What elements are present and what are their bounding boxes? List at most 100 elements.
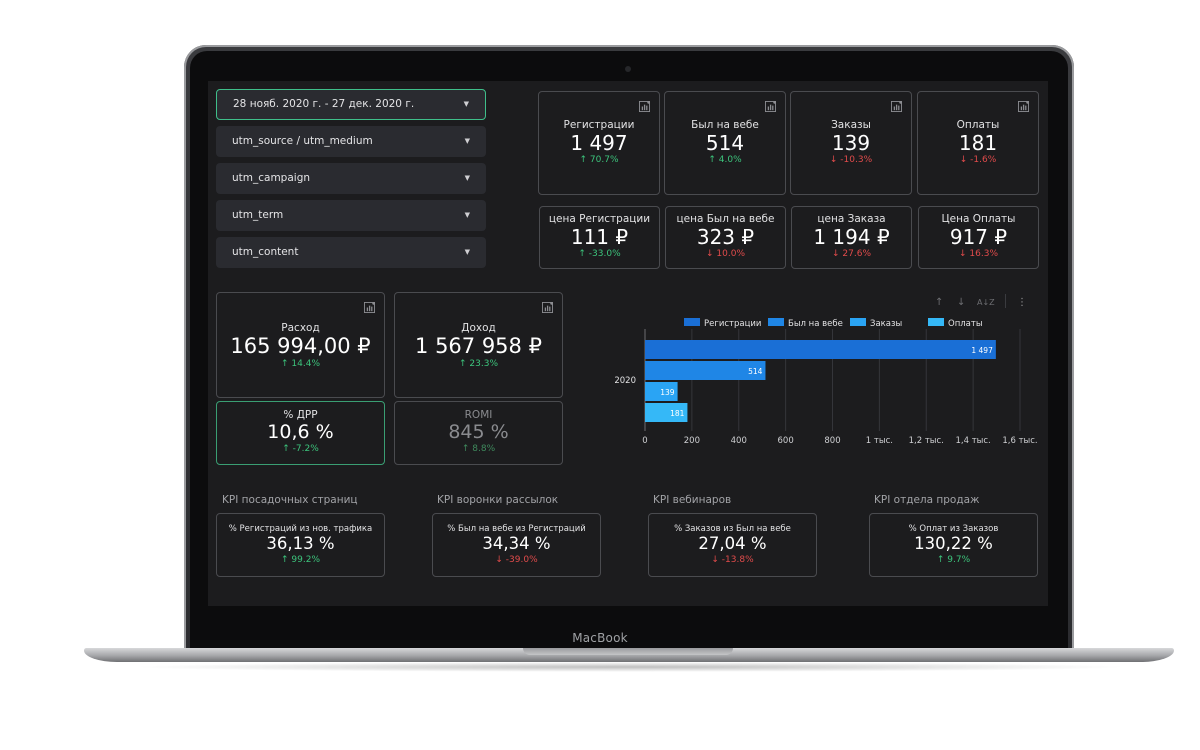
card-value: 27,04 % [698,534,767,553]
delta-value: 27.6% [842,249,871,259]
laptop-notch [523,648,733,655]
delta-value: -1.6% [970,155,997,165]
kpi-ratio-card: % Регистраций из нов. трафика 36,13 % ↑ 99… [216,513,385,577]
card-title: Был на вебе [691,119,759,131]
filter-label: utm_term [232,209,284,221]
more-options-icon[interactable]: ⋮ [1017,297,1027,308]
utm-filter-dropdown[interactable]: utm_term ▼ [216,200,486,231]
card-delta: ↑ 99.2% [217,555,384,565]
sort-ascending-icon[interactable]: ↑ [935,297,944,308]
card-delta: ↓ -1.6% [918,155,1038,165]
card-delta: ↑ 4.0% [665,155,785,165]
card-value: 36,13 % [266,534,335,553]
bar [645,361,766,380]
delta-value: 8.8% [472,444,496,454]
arrow-down-icon: ↓ [495,554,503,565]
chevron-down-icon: ▼ [464,211,470,219]
delta-value: 99.2% [291,554,320,565]
arrow-down-icon: ↓ [958,249,967,259]
arrow-up-icon: ↑ [461,444,470,454]
card-delta: ↓ -13.8% [649,555,816,565]
chart-settings-icon[interactable] [639,97,650,112]
card-delta: ↑ -7.2% [217,444,384,454]
card-delta: ↑ 70.7% [539,155,659,165]
kpi-group-heading: KPI отдела продаж [874,494,980,506]
legend-label: Был на вебе [788,319,843,329]
legend-label: Регистрации [704,319,761,329]
card-title: ROMI [464,409,493,421]
price-kpi-card: Цена Оплаты 917 ₽ ↓ 16.3% [918,206,1039,269]
utm-filter-dropdown[interactable]: utm_content ▼ [216,237,486,268]
finance-card: % ДРР 10,6 % ↑ -7.2% [216,401,385,465]
kpi-group-heading: KPI воронки рассылок [437,494,559,506]
card-value: 181 [958,131,998,155]
kpi-group-heading: KPI вебинаров [653,494,732,506]
x-tick-label: 1,2 тыс. [909,436,944,446]
chart-settings-icon[interactable] [364,298,375,313]
date-range-filter[interactable]: 28 нояб. 2020 г. - 27 дек. 2020 г. ▼ [216,89,486,120]
delta-value: 4.0% [718,155,742,165]
delta-value: 9.7% [947,554,971,565]
arrow-down-icon: ↓ [959,155,968,165]
card-title: Регистрации [563,119,635,131]
legend-swatch [928,318,944,326]
price-kpi-card: цена Регистрации 111 ₽ ↑ -33.0% [539,206,660,269]
card-value: 514 [705,131,745,155]
delta-value: -10.3% [840,155,873,165]
x-tick-label: 800 [824,436,840,446]
card-title: Оплаты [956,119,1000,131]
delta-value: -7.2% [292,444,319,454]
card-title: % Заказов из Был на вебе [674,524,791,534]
finance-card: Доход 1 567 958 ₽ ↑ 23.3% [394,292,563,398]
card-title: % Регистраций из нов. трафика [228,524,373,534]
kpi-card: Заказы 139 ↓ -10.3% [790,91,912,195]
kpi-card: Оплаты 181 ↓ -1.6% [917,91,1039,195]
x-tick-label: 200 [684,436,700,446]
card-value: 917 ₽ [949,225,1008,249]
kpi-group-heading: KPI посадочных страниц [222,494,358,506]
delta-value: 14.4% [291,359,320,369]
chevron-down-icon: ▼ [463,100,469,108]
x-tick-label: 1,4 тыс. [955,436,990,446]
card-title: Доход [461,322,496,334]
chart-settings-icon[interactable] [765,97,776,112]
filter-label: 28 нояб. 2020 г. - 27 дек. 2020 г. [233,98,415,110]
utm-filter-dropdown[interactable]: utm_campaign ▼ [216,163,486,194]
card-value: 1 567 958 ₽ [415,334,542,358]
x-tick-label: 1 тыс. [866,436,893,446]
x-tick-label: 600 [778,436,794,446]
delta-value: -13.8% [721,554,754,565]
filter-label: utm_content [232,246,299,258]
delta-value: -39.0% [505,554,538,565]
card-delta: ↑ 23.3% [395,359,562,369]
card-value: 34,34 % [482,534,551,553]
kpi-ratio-card: % Заказов из Был на вебе 27,04 % ↓ -13.8% [648,513,817,577]
bar-data-label: 514 [748,367,763,376]
delta-value: 10.0% [716,249,745,259]
chart-settings-icon[interactable] [891,97,902,112]
sort-descending-icon[interactable]: ↓ [957,297,966,308]
laptop-brand-label: MacBook [572,631,628,645]
legend-swatch [850,318,866,326]
chart-settings-icon[interactable] [1018,97,1029,112]
utm-filter-dropdown[interactable]: utm_source / utm_medium ▼ [216,126,486,157]
legend-swatch [768,318,784,326]
chevron-down-icon: ▼ [464,248,470,256]
bar-data-label: 1 497 [971,346,993,355]
card-value: 845 % [448,421,509,443]
arrow-up-icon: ↑ [280,359,289,369]
card-value: 323 ₽ [696,225,755,249]
bar-data-label: 139 [660,388,675,397]
card-delta: ↑ 9.7% [870,555,1037,565]
arrow-up-icon: ↑ [936,554,945,565]
chart-settings-icon[interactable] [542,298,553,313]
delta-value: 70.7% [589,155,619,165]
arrow-down-icon: ↓ [829,155,838,165]
arrow-up-icon: ↑ [280,554,289,565]
price-kpi-card: цена Заказа 1 194 ₽ ↓ 27.6% [791,206,912,269]
bar-chart-svg: 0 200 400 600 800 1 тыс. 1,2 тыс. 1,4 тыс. 1,6 т… [614,318,1038,446]
kpi-ratio-card: % Оплат из Заказов 130,22 % ↑ 9.7% [869,513,1038,577]
card-value: 10,6 % [267,421,334,443]
sort-az-icon[interactable]: A↓Z [977,298,995,307]
bar [645,403,688,422]
